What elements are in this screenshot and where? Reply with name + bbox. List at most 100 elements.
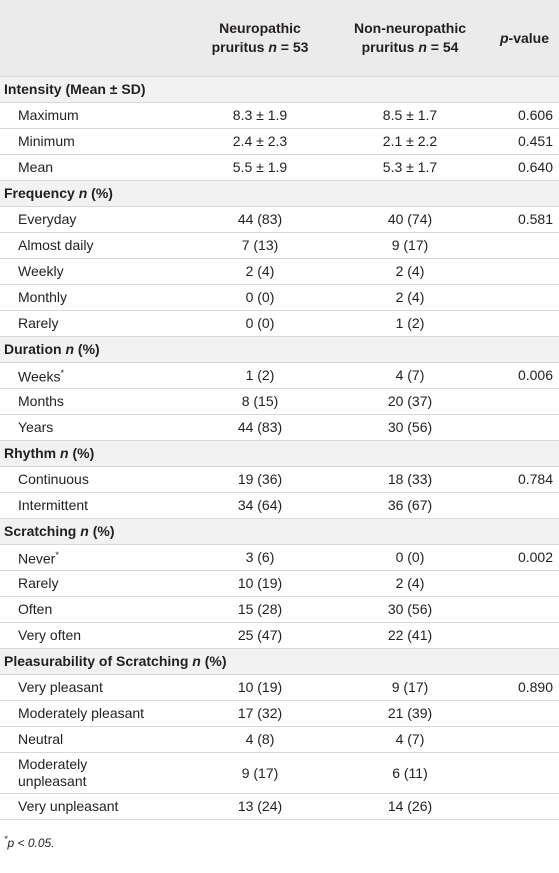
row-label: Never* [0, 544, 190, 571]
value-cell: 25 (47) [190, 622, 330, 649]
section-title: Scratching n (%) [0, 518, 559, 545]
value-cell: 20 (37) [330, 388, 490, 415]
data-row: Very often 25 (47) 22 (41) [0, 622, 559, 649]
row-label: Very often [0, 622, 190, 649]
section-title: Intensity (Mean ± SD) [0, 76, 559, 103]
footnote-part: < 0.05. [14, 836, 55, 850]
value-cell: 19 (36) [190, 466, 330, 493]
header-cell: Non-neuropathic pruritus n = 54 [330, 0, 490, 77]
p-value-empty [490, 492, 559, 519]
label-text: Everyday [18, 211, 77, 227]
value-cell: 40 (74) [330, 206, 490, 233]
row-label: Moderately unpleasant [0, 752, 190, 794]
row-label: Rarely [0, 570, 190, 597]
footnote-mark: * [55, 550, 59, 561]
data-row: Intermittent 34 (64) 36 (67) [0, 492, 559, 519]
value-cell: 2 (4) [330, 284, 490, 311]
text-part: n [78, 185, 88, 201]
row-label: Years [0, 414, 190, 441]
value-cell: 4 (8) [190, 726, 330, 753]
p-value-empty [490, 570, 559, 597]
section-title: Rhythm n (%) [0, 440, 559, 467]
text-part: n [192, 653, 201, 669]
row-label: Mean [0, 154, 190, 181]
section-row: Rhythm n (%) [0, 440, 559, 467]
data-row: Never* 3 (6) 0 (0) 0.002 [0, 544, 559, 571]
value-cell: 0 (0) [190, 284, 330, 311]
label-text: Often [18, 601, 53, 617]
data-row: Monthly 0 (0) 2 (4) [0, 284, 559, 311]
text-part: (%) [87, 185, 113, 201]
p-value-empty [490, 793, 559, 820]
text-part: Intensity (Mean ± SD) [4, 81, 146, 97]
data-row: Very unpleasant 13 (24) 14 (26) [0, 793, 559, 820]
value-cell: 15 (28) [190, 596, 330, 623]
row-label: Moderately pleasant [0, 700, 190, 727]
value-cell: 1 (2) [330, 310, 490, 337]
data-row: Maximum 8.3 ± 1.9 8.5 ± 1.7 0.606 [0, 102, 559, 129]
value-cell: 44 (83) [190, 206, 330, 233]
text-part: n [268, 39, 277, 55]
text-part: n [418, 39, 427, 55]
data-row: Almost daily 7 (13) 9 (17) [0, 232, 559, 259]
value-cell: 7 (13) [190, 232, 330, 259]
row-label: Very unpleasant [0, 793, 190, 820]
value-cell: 2.1 ± 2.2 [330, 128, 490, 155]
label-text: Very unpleasant [18, 798, 119, 814]
text-part: p [499, 29, 509, 46]
row-label: Months [0, 388, 190, 415]
p-value-empty [490, 388, 559, 415]
data-row: Everyday 44 (83) 40 (74) 0.581 [0, 206, 559, 233]
row-label: Intermittent [0, 492, 190, 519]
value-cell: 3 (6) [190, 544, 330, 571]
value-cell: 9 (17) [330, 674, 490, 701]
value-cell: 2 (4) [190, 258, 330, 285]
p-value: 0.640 [490, 154, 559, 181]
text-part: (%) [74, 341, 100, 357]
header-row: Neuropathic pruritus n = 53 Non-neuropath… [0, 0, 559, 77]
footnote-part: p [7, 836, 15, 850]
label-text: Intermittent [18, 497, 89, 513]
value-cell: 10 (19) [190, 570, 330, 597]
section-row: Pleasurability of Scratching n (%) [0, 648, 559, 675]
label-text: Weeks [18, 368, 61, 385]
value-cell: 21 (39) [330, 700, 490, 727]
value-cell: 4 (7) [330, 362, 490, 389]
p-value-empty [490, 232, 559, 259]
row-label: Rarely [0, 310, 190, 337]
label-text: Months [18, 393, 64, 409]
text-part: (%) [200, 653, 227, 669]
p-value: 0.581 [490, 206, 559, 233]
row-label: Very pleasant [0, 674, 190, 701]
value-cell: 8 (15) [190, 388, 330, 415]
header-cell [0, 0, 190, 77]
value-cell: 14 (26) [330, 793, 490, 820]
value-cell: 44 (83) [190, 414, 330, 441]
label-text: Minimum [18, 133, 75, 149]
data-row: Weeks* 1 (2) 4 (7) 0.006 [0, 362, 559, 389]
section-title: Pleasurability of Scratching n (%) [0, 648, 559, 675]
label-text: Weekly [18, 263, 64, 279]
value-cell: 2.4 ± 2.3 [190, 128, 330, 155]
p-value: 0.784 [490, 466, 559, 493]
data-row: Rarely 0 (0) 1 (2) [0, 310, 559, 337]
data-row: Moderately pleasant 17 (32) 21 (39) [0, 700, 559, 727]
row-label: Minimum [0, 128, 190, 155]
label-text: Monthly [18, 289, 68, 305]
value-cell: 0 (0) [330, 544, 490, 571]
row-label: Weeks* [0, 362, 190, 389]
p-value-empty [490, 414, 559, 441]
value-cell: 0 (0) [190, 310, 330, 337]
data-row: Often 15 (28) 30 (56) [0, 596, 559, 623]
value-cell: 9 (17) [190, 752, 330, 794]
text-part: Frequency [4, 185, 79, 201]
text-part: n [80, 523, 89, 539]
value-cell: 30 (56) [330, 414, 490, 441]
row-label: Monthly [0, 284, 190, 311]
data-row: Moderately unpleasant 9 (17) 6 (11) [0, 752, 559, 794]
label-text: Continuous [18, 471, 89, 487]
value-cell: 30 (56) [330, 596, 490, 623]
data-row: Mean 5.5 ± 1.9 5.3 ± 1.7 0.640 [0, 154, 559, 181]
text-part: (%) [68, 445, 95, 461]
footnote: *p < 0.05. [4, 834, 559, 850]
